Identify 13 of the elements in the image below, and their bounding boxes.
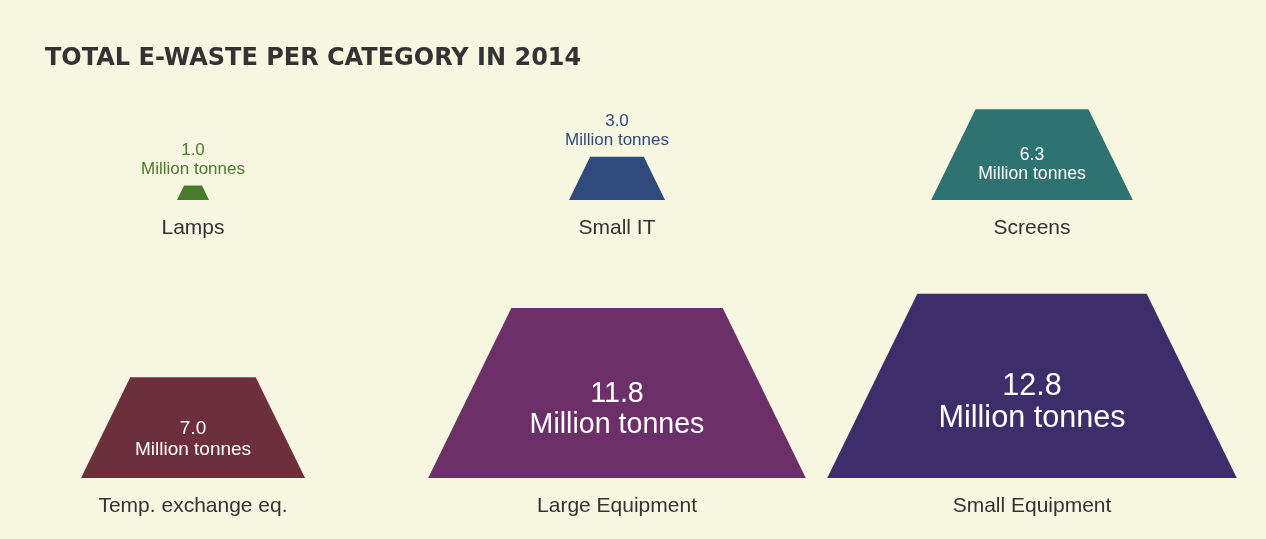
data-label: 12.8 Million tonnes — [938, 366, 1126, 434]
data-label: 6.3 Million tonnes — [978, 143, 1086, 184]
data-label: 7.0 Million tonnes — [134, 416, 252, 459]
data-label: 11.8 Million tonnes — [529, 376, 705, 439]
category-label: Small Equipment — [952, 493, 1112, 516]
category-label: Lamps — [161, 215, 225, 238]
category-label: Small IT — [578, 215, 656, 238]
data-label: 1.0 Million tonnes — [141, 140, 245, 179]
data-label: 3.0 Million tonnes — [565, 111, 669, 150]
category-label: Large Equipment — [537, 493, 698, 516]
category-label: Temp. exchange eq. — [98, 493, 288, 516]
text: TOTAL E-WASTE PER CATEGORY IN 2014 — [45, 43, 582, 71]
category-label: Screens — [993, 215, 1071, 238]
